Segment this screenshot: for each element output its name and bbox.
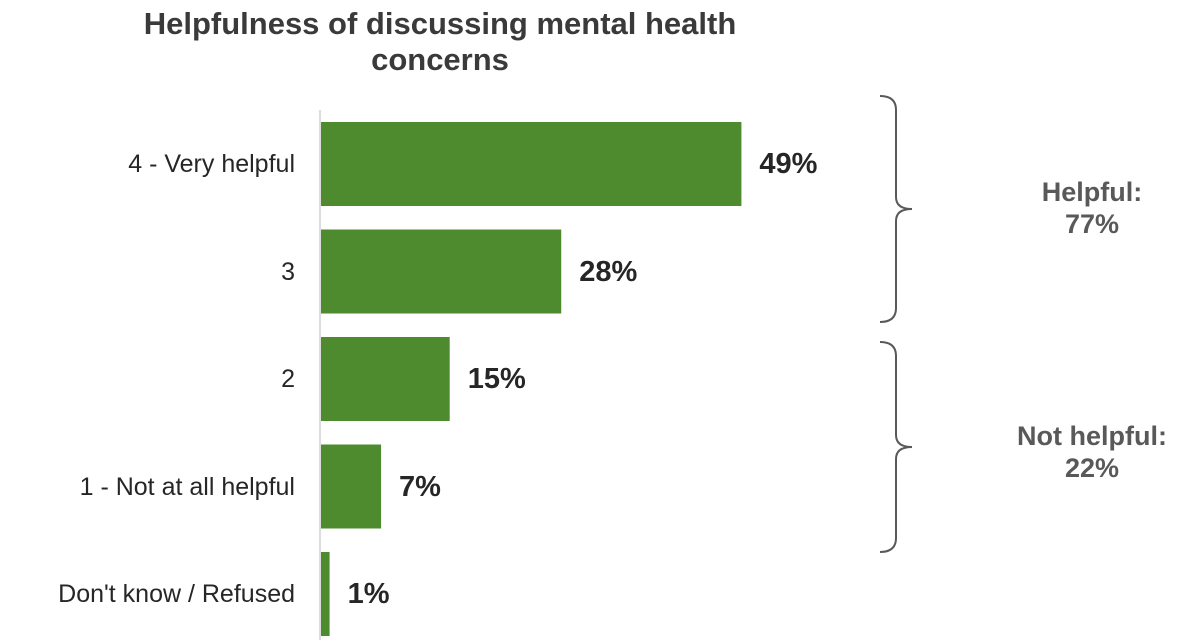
value-label: 15%: [467, 363, 526, 395]
value-label: 7%: [399, 470, 441, 503]
category-label: 3: [281, 257, 295, 286]
chart-title: Helpfulness of discussing mental health …: [143, 6, 737, 77]
value-label: 1%: [347, 578, 390, 610]
group-label-not-helpful-value: 22%: [1064, 453, 1120, 483]
bar-2: [321, 337, 450, 421]
group-label-helpful-value: 77%: [1064, 209, 1120, 239]
bars-group: [321, 122, 742, 636]
category-label: Don't know / Refused: [58, 580, 295, 608]
category-label: 4 - Very helpful: [128, 150, 295, 178]
group-label-not-helpful: Not helpful: 22%: [982, 420, 1187, 484]
value-label: 28%: [579, 255, 638, 288]
category-label: 1 - Not at all helpful: [79, 472, 295, 501]
value-label: 49%: [759, 148, 818, 180]
group-label-helpful: Helpful: 77%: [982, 176, 1187, 240]
bar-1: [321, 229, 562, 314]
bar-4: [321, 552, 330, 636]
helpful-bracket: [879, 95, 913, 323]
not-helpful-bracket: [879, 341, 913, 553]
bar-3: [321, 444, 382, 529]
group-label-helpful-text: Helpful:: [1041, 177, 1143, 207]
category-label: 2: [281, 365, 295, 393]
bar-0: [321, 122, 742, 206]
group-label-not-helpful-text: Not helpful:: [1017, 421, 1167, 451]
